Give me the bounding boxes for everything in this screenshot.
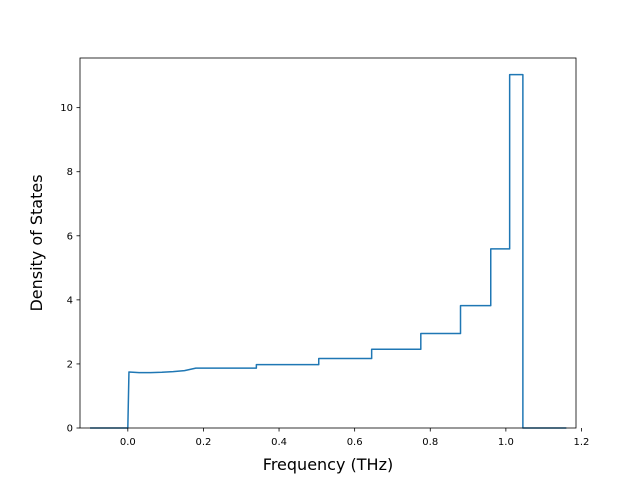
series-layer: [90, 73, 567, 429]
plot-area: [80, 58, 576, 428]
x-tick-label: 1.0: [498, 437, 514, 448]
y-axis-label: Density of States: [27, 174, 46, 311]
x-axis-ticks: 0.0 0.2 0.4 0.6 0.8 1.0 1.2: [120, 428, 590, 448]
x-axis-label: Frequency (THz): [263, 455, 393, 474]
x-tick-label: 0.4: [271, 437, 287, 448]
y-tick-label: 0: [67, 424, 73, 435]
x-tick-label: 0.0: [120, 437, 136, 448]
y-tick-label: 10: [60, 103, 73, 114]
x-tick-label: 0.8: [422, 437, 438, 448]
plot-frame: [79, 57, 577, 429]
y-tick-label: 8: [67, 167, 73, 178]
x-tick-label: 1.2: [574, 437, 590, 448]
x-tick-label: 0.6: [347, 437, 363, 448]
x-tick-label: 0.2: [195, 437, 211, 448]
series-line-0: [90, 73, 567, 429]
y-tick-label: 4: [67, 295, 73, 306]
y-axis-ticks: 0 2 4 6 8 10: [60, 103, 80, 435]
y-tick-label: 6: [67, 231, 73, 242]
y-tick-label: 2: [67, 359, 73, 370]
